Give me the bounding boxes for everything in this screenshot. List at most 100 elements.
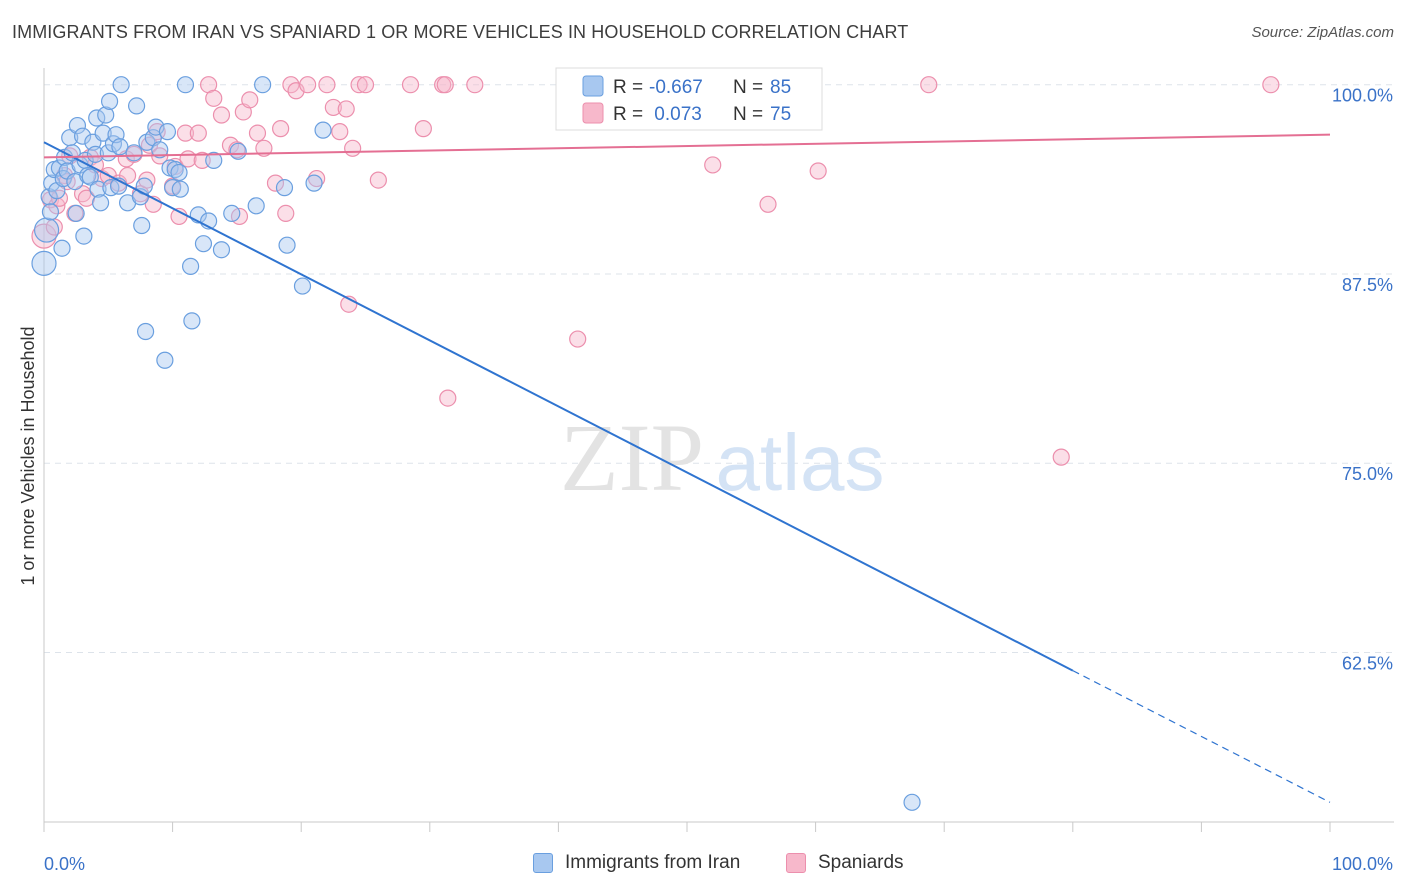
spaniards-point <box>920 76 938 94</box>
x-tick-label: 100.0% <box>1332 854 1393 874</box>
iran-point <box>183 312 201 330</box>
spaniards-point <box>324 98 342 117</box>
spaniards-point <box>1052 448 1070 466</box>
iran-point <box>112 76 130 94</box>
iran-point <box>136 322 155 341</box>
spaniards-point <box>248 124 267 142</box>
spaniards-point <box>809 162 827 180</box>
legend-label: Immigrants from Iran <box>565 852 741 873</box>
iran-point <box>293 277 312 295</box>
iran-points <box>31 76 921 811</box>
x-tick-label: 0.0% <box>44 854 85 874</box>
iran-point <box>229 142 247 160</box>
spaniards-point <box>277 204 295 222</box>
spaniards-point <box>356 76 375 94</box>
spaniards-point <box>189 124 207 142</box>
iran-point <box>194 235 213 253</box>
chart-title: IMMIGRANTS FROM IRAN VS SPANIARD 1 OR MO… <box>12 22 909 42</box>
stats-swatch-blue <box>582 75 604 97</box>
iran-point <box>67 204 85 222</box>
spaniards-point <box>205 89 223 107</box>
iran-point <box>75 227 93 245</box>
iran-point <box>254 76 272 94</box>
legend-swatch-pink <box>786 853 806 873</box>
legend-swatch-blue <box>533 853 553 873</box>
iran-point <box>94 124 112 142</box>
spaniards-point <box>439 389 457 407</box>
y-tick-labels: 100.0% 87.5% 75.0% 62.5% <box>1332 86 1393 674</box>
iran-point <box>305 174 323 192</box>
iran-point <box>171 180 189 198</box>
spaniards-point <box>569 330 587 348</box>
stats-n-value: 85 <box>770 77 791 98</box>
iran-point <box>170 163 188 182</box>
spaniards-point <box>344 139 362 157</box>
iran-point <box>89 180 107 198</box>
axes <box>43 68 1394 832</box>
y-tick-label: 62.5% <box>1342 653 1393 673</box>
iran-point <box>68 116 87 135</box>
iran-point <box>125 144 143 162</box>
stats-r-value: 0.073 <box>649 104 702 125</box>
iran-trend-line <box>43 141 1074 672</box>
spaniards-point <box>350 76 368 94</box>
spaniards-point <box>241 91 259 109</box>
spaniards-point <box>272 120 290 138</box>
spaniards-point <box>179 150 197 168</box>
watermark-zip: ZIP <box>560 404 704 511</box>
iran-point <box>73 127 92 145</box>
iran-point <box>176 76 195 94</box>
iran-point <box>158 123 177 141</box>
iran-point <box>205 151 223 170</box>
iran-point <box>212 241 231 259</box>
y-tick-label: 87.5% <box>1342 275 1393 295</box>
iran-point <box>88 109 106 127</box>
iran-point <box>223 204 241 222</box>
iran-point <box>156 351 174 369</box>
iran-point <box>100 92 119 110</box>
iran-point <box>127 97 146 115</box>
iran-point <box>151 141 169 159</box>
y-axis-label: 1 or more Vehicles in Household <box>18 326 38 585</box>
spaniards-point <box>266 174 285 192</box>
legend-label: Spaniards <box>818 852 904 873</box>
spaniards-point <box>759 195 777 213</box>
iran-point <box>97 106 115 124</box>
spaniards-point <box>318 76 336 94</box>
iran-point <box>53 239 71 257</box>
spaniards-point <box>331 123 349 141</box>
spaniards-point <box>299 76 317 94</box>
spaniards-point <box>466 76 484 94</box>
spaniards-point <box>436 76 454 94</box>
source-label: Source: ZipAtlas.com <box>1251 24 1394 41</box>
stats-n-value: 75 <box>770 104 791 125</box>
stats-swatch-pink <box>582 102 604 124</box>
iran-point <box>86 145 105 163</box>
spaniards-point <box>337 100 355 118</box>
spaniards-point <box>255 139 273 157</box>
iran-point <box>278 236 296 254</box>
x-tick-labels: 0.0% 100.0% <box>44 854 1393 874</box>
trend-lines <box>43 133 1331 803</box>
stats-r-value: -0.667 <box>649 77 703 98</box>
iran-point <box>31 250 57 276</box>
stats-r-label: R = <box>613 77 643 98</box>
iran-point <box>41 203 60 221</box>
iran-point <box>81 168 99 186</box>
legend-item-spaniards: Spaniards <box>786 852 904 874</box>
spaniards-point <box>704 156 722 174</box>
stats-legend-box: R = -0.667 N = 85 R = 0.073 N = 75 <box>555 67 823 131</box>
spaniards-point <box>212 106 231 124</box>
spaniards-point <box>369 171 387 189</box>
iran-point <box>247 197 265 215</box>
y-tick-label: 100.0% <box>1332 86 1393 106</box>
legend-item-iran: Immigrants from Iran <box>533 852 740 874</box>
watermark-atlas: atlas <box>716 418 885 507</box>
spaniards-point <box>176 124 195 142</box>
iran-point <box>91 194 110 212</box>
iran-point <box>133 216 151 235</box>
y-tick-label: 75.0% <box>1342 464 1393 484</box>
spaniards-point <box>1262 76 1280 94</box>
spaniards-point <box>414 120 432 138</box>
